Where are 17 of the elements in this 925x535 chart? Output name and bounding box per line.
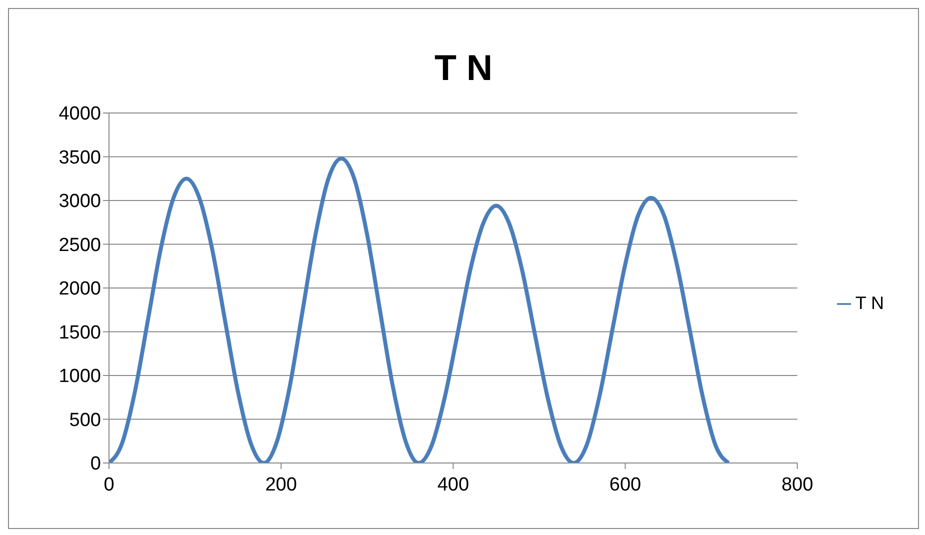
y-tick-label: 3000 bbox=[58, 191, 101, 212]
x-tick-label: 200 bbox=[265, 474, 297, 496]
x-tick-label: 400 bbox=[437, 474, 470, 496]
y-tick-label: 3500 bbox=[58, 147, 101, 168]
y-tick-label: 1000 bbox=[58, 366, 101, 388]
y-tick-label: 2500 bbox=[58, 234, 101, 256]
chart-title: T N bbox=[434, 47, 494, 90]
y-tick-label: 1500 bbox=[58, 322, 101, 344]
x-tick-label: 600 bbox=[609, 474, 642, 496]
x-tick-label: 0 bbox=[104, 474, 114, 496]
x-tick-label: 800 bbox=[781, 474, 814, 496]
y-tick-label: 4000 bbox=[58, 104, 101, 125]
y-tick-label: 2000 bbox=[58, 278, 101, 300]
legend-label: T N bbox=[855, 292, 884, 312]
y-tick-label: 500 bbox=[69, 410, 101, 431]
line-series bbox=[109, 156, 730, 463]
y-tick-label: 0 bbox=[90, 454, 101, 475]
